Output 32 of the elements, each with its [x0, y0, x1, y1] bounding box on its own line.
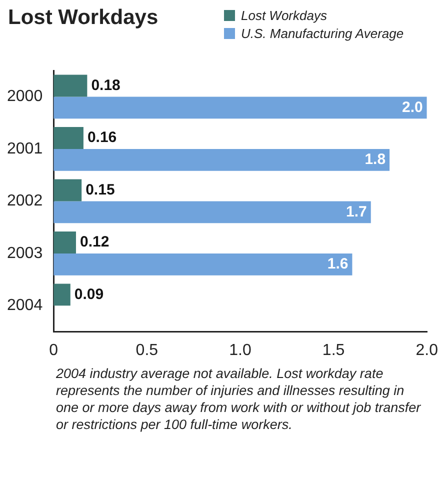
data-label: 0.09	[74, 286, 104, 303]
bar	[54, 201, 371, 224]
x-tick-label: 2.0	[416, 342, 438, 359]
data-label: 1.8	[364, 151, 386, 168]
bar	[54, 253, 352, 276]
y-tick-label: 2000	[7, 88, 43, 106]
y-tick-label: 2002	[7, 192, 43, 210]
data-label: 2.0	[402, 98, 423, 116]
data-label: 1.7	[346, 203, 367, 220]
bar	[54, 148, 390, 171]
data-label: 0.16	[87, 129, 117, 146]
y-tick-label: 2001	[7, 140, 43, 158]
x-tick-label: 1.0	[229, 342, 252, 359]
chart-title: Lost Workdays	[8, 6, 158, 30]
x-tick-label: 1.5	[322, 342, 345, 359]
bar	[54, 74, 88, 97]
legend-label: Lost Workdays	[241, 8, 327, 22]
text: 2004 industry average not available. Lost workday rate represents the number of injuries and illnesses resulting in one or more days away from work with or without job transfer or restrictions per 100 full-time workers.	[56, 365, 421, 433]
data-label: 0.15	[86, 181, 115, 198]
x-tick-label: 0	[49, 342, 58, 359]
legend-label: U.S. Manufacturing Average	[241, 26, 404, 40]
data-label: 0.12	[80, 234, 110, 251]
bar	[54, 232, 76, 254]
x-tick-label: 0.5	[136, 342, 158, 359]
data-label: 0.18	[91, 76, 120, 94]
bar	[54, 179, 82, 202]
bar	[54, 284, 70, 306]
y-tick-label: 2003	[7, 244, 43, 262]
y-tick-label: 2004	[7, 297, 43, 314]
bar	[54, 96, 427, 119]
bar	[54, 127, 84, 149]
data-label: 1.6	[327, 256, 348, 273]
